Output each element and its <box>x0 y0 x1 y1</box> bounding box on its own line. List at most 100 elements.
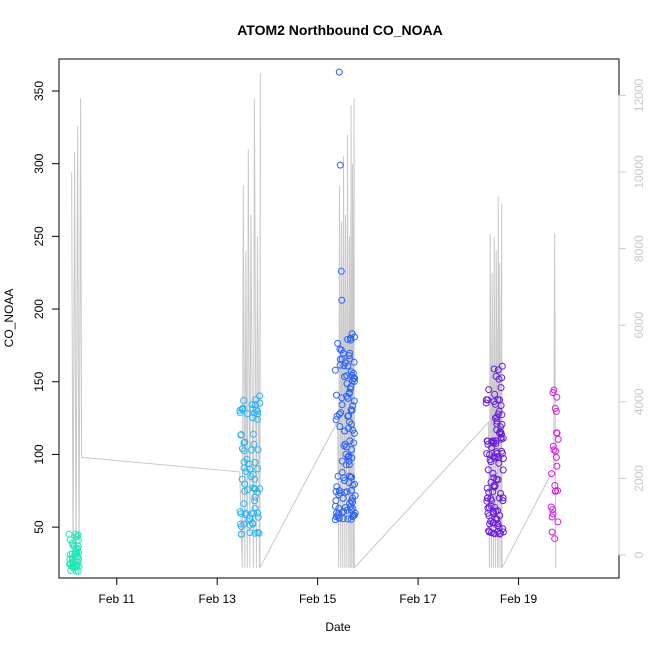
data-point <box>482 399 490 407</box>
data-point <box>246 521 254 529</box>
data-point <box>344 453 352 461</box>
data-point <box>333 483 341 491</box>
data-point <box>243 410 251 418</box>
data-point <box>73 533 81 541</box>
data-point <box>247 473 255 481</box>
data-point <box>551 404 559 412</box>
data-point <box>250 485 258 493</box>
data-point <box>484 504 492 512</box>
data-point <box>499 455 507 462</box>
data-point <box>553 393 561 401</box>
chart-title: ATOM2 Northbound CO_NOAA <box>237 22 443 38</box>
data-point <box>490 483 498 491</box>
data-point <box>345 479 353 487</box>
data-point <box>67 567 75 575</box>
data-point <box>343 380 351 388</box>
data-point <box>338 296 346 304</box>
data-point <box>486 451 494 459</box>
data-point <box>553 429 561 437</box>
data-point <box>338 469 346 476</box>
data-point <box>350 439 358 447</box>
x-tick-label: Feb 19 <box>500 592 538 606</box>
data-point <box>553 462 561 470</box>
data-point <box>255 529 263 537</box>
data-point <box>496 530 504 538</box>
data-point <box>484 440 492 448</box>
data-point <box>347 368 355 376</box>
data-point <box>249 414 256 422</box>
data-point <box>483 484 491 492</box>
data-point <box>485 512 493 520</box>
data-point <box>70 542 78 550</box>
y2-tick-label: 10000 <box>632 155 646 189</box>
data-point <box>241 487 248 495</box>
data-point <box>497 490 505 497</box>
data-point <box>237 523 245 531</box>
data-point <box>343 372 351 380</box>
data-point <box>348 446 356 454</box>
data-point <box>240 439 248 447</box>
data-point <box>548 513 556 521</box>
data-point <box>256 485 264 493</box>
data-point <box>249 471 257 478</box>
data-point <box>242 509 250 517</box>
data-point <box>490 365 498 373</box>
data-point <box>498 411 506 419</box>
data-point <box>494 366 502 374</box>
data-point <box>336 423 344 430</box>
data-point <box>333 412 341 420</box>
data-point <box>335 410 343 418</box>
data-point <box>487 458 495 466</box>
data-point <box>346 349 354 357</box>
data-point <box>554 487 562 495</box>
data-point <box>494 396 502 404</box>
data-point <box>347 506 355 514</box>
data-point <box>350 397 358 405</box>
altitude-layer <box>71 73 557 570</box>
data-point <box>338 401 346 409</box>
data-point <box>247 446 255 454</box>
data-point <box>336 489 344 497</box>
data-point <box>340 442 348 450</box>
y-tick-label: 150 <box>32 371 46 391</box>
data-point <box>551 535 559 543</box>
y2-tick-label: 0 <box>632 551 646 558</box>
data-point <box>346 385 354 393</box>
data-point <box>485 488 493 496</box>
data-point <box>491 390 499 398</box>
y2-tick-label: 12000 <box>632 78 646 112</box>
y2-tick-label: 4000 <box>632 388 646 415</box>
data-point <box>331 366 339 374</box>
data-point <box>495 459 503 467</box>
data-point <box>495 494 503 502</box>
altitude-line <box>71 73 557 570</box>
x-tick-label: Feb 15 <box>299 592 337 606</box>
data-point <box>549 389 557 396</box>
data-point <box>485 386 493 394</box>
data-point <box>68 556 76 564</box>
y-axis-label: CO_NOAA <box>2 289 16 348</box>
data-point <box>256 392 264 400</box>
data-point <box>246 529 254 537</box>
x-tick-label: Feb 17 <box>399 592 437 606</box>
data-point <box>342 461 350 469</box>
data-point <box>554 435 562 443</box>
data-point <box>489 469 497 477</box>
data-point <box>252 396 260 403</box>
data-point <box>332 416 340 424</box>
y-tick-label: 200 <box>32 299 46 319</box>
data-point <box>241 480 249 488</box>
data-point <box>254 410 262 418</box>
y2-tick-label: 6000 <box>632 312 646 339</box>
data-point <box>348 454 356 462</box>
data-point <box>251 458 259 466</box>
data-point <box>349 498 357 506</box>
data-point <box>254 446 262 454</box>
data-point <box>350 358 358 366</box>
data-point <box>344 362 352 370</box>
data-point <box>237 431 245 438</box>
x-tick-label: Feb 13 <box>199 592 237 606</box>
data-point <box>75 562 83 570</box>
data-point <box>499 466 507 474</box>
